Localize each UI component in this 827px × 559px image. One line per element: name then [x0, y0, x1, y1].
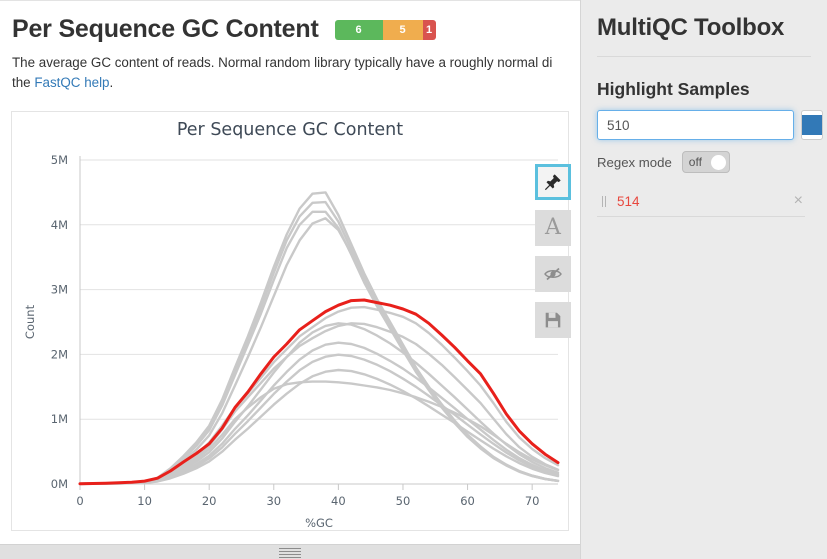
multiqc-toolbox-panel: MultiQC Toolbox Highlight Samples + Rege… — [580, 0, 827, 559]
highlight-filter-list: 514 × — [597, 189, 811, 217]
regex-mode-row: Regex mode off — [597, 151, 811, 173]
resize-grip-icon — [279, 548, 301, 558]
highlight-pattern-input[interactable] — [597, 110, 794, 140]
module-description-line2: the FastQC help. — [12, 73, 580, 93]
chart-toolbar: A — [535, 164, 571, 338]
svg-text:50: 50 — [396, 494, 411, 508]
svg-text:1M: 1M — [51, 412, 68, 426]
pin-icon[interactable] — [535, 164, 571, 200]
svg-text:60: 60 — [460, 494, 475, 508]
highlight-samples-heading: Highlight Samples — [597, 79, 750, 99]
svg-text:20: 20 — [202, 494, 217, 508]
svg-text:30: 30 — [266, 494, 281, 508]
chart-title: Per Sequence GC Content — [176, 120, 404, 140]
highlight-filter-text: 514 — [617, 193, 640, 209]
report-main-area: Per Sequence GC Content 6 5 1 The averag… — [0, 0, 580, 559]
description-prefix: the — [12, 75, 35, 90]
status-badge-fail[interactable]: 1 — [422, 19, 436, 40]
module-header: Per Sequence GC Content 6 5 1 — [0, 1, 580, 44]
page-title: Per Sequence GC Content — [12, 15, 319, 43]
list-item[interactable]: 514 × — [597, 189, 805, 217]
regex-mode-state: off — [688, 155, 702, 169]
status-badge-group: 6 5 1 — [334, 19, 436, 40]
font-size-glyph: A — [545, 215, 561, 240]
eye-slash-icon[interactable] — [535, 256, 571, 292]
chart-resize-handle[interactable] — [0, 544, 580, 559]
toggle-knob — [710, 154, 726, 170]
regex-mode-label: Regex mode — [597, 154, 672, 170]
regex-mode-toggle[interactable]: off — [681, 151, 730, 173]
svg-text:2M: 2M — [51, 347, 68, 361]
save-icon[interactable] — [535, 302, 571, 338]
status-badge-pass[interactable]: 6 — [334, 19, 383, 40]
module-description-line1: The average GC content of reads. Normal … — [12, 55, 553, 70]
svg-text:Count: Count — [23, 304, 37, 339]
svg-text:0: 0 — [76, 494, 83, 508]
svg-text:4M: 4M — [51, 218, 68, 232]
description-suffix: . — [109, 75, 114, 90]
svg-text:3M: 3M — [51, 283, 68, 297]
chart-panel: Per Sequence GC Content 0M 1M 2M 3M 4M 5M 0 10 2… — [11, 111, 571, 531]
fastqc-help-link[interactable]: FastQC help — [34, 75, 110, 90]
module-description: The average GC content of reads. Normal … — [12, 53, 580, 93]
svg-text:10: 10 — [137, 494, 152, 508]
status-badge-warn[interactable]: 5 — [382, 19, 423, 40]
color-swatch — [802, 115, 822, 135]
close-icon[interactable]: × — [793, 192, 803, 209]
font-size-icon[interactable]: A — [535, 210, 571, 246]
highlight-color-picker[interactable] — [801, 110, 823, 140]
highlight-input-row: + — [597, 110, 823, 140]
gc-content-line-chart[interactable]: 0M 1M 2M 3M 4M 5M 0 10 20 30 40 50 60 70 %GC Count — [12, 112, 568, 530]
svg-text:%GC: %GC — [305, 516, 333, 530]
svg-text:70: 70 — [525, 494, 540, 508]
toolbox-title: MultiQC Toolbox — [597, 14, 785, 41]
svg-text:5M: 5M — [51, 153, 68, 167]
drag-handle-icon[interactable] — [599, 195, 609, 207]
svg-text:40: 40 — [331, 494, 346, 508]
toolbox-divider — [597, 56, 811, 57]
svg-text:0M: 0M — [51, 477, 68, 491]
